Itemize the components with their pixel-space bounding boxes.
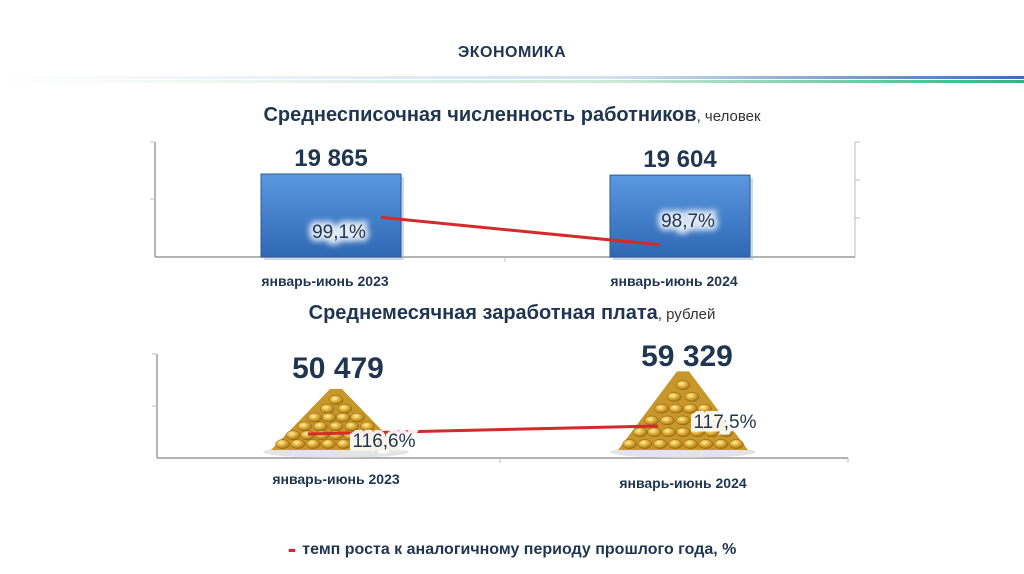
chart2-title: Среднемесячная заработная плата, рублей (0, 302, 1024, 325)
legend: - темп роста к аналогичному периоду прошл… (0, 533, 1024, 564)
chart1-unit: , человек (696, 108, 761, 125)
pile-value-label: 59 329 (641, 340, 733, 373)
chart2-growth-line (307, 424, 659, 436)
coin-pyramid-icon (263, 389, 409, 458)
salary-chart: 50 479 январь-июнь 2023 59 329 январь-июнь … (152, 340, 849, 491)
legend-text: темп роста к аналогичному периоду прошло… (302, 541, 737, 558)
x-tick-label: январь-июнь 2023 (261, 273, 389, 289)
coin-pyramid-icon (610, 371, 756, 458)
legend-line-marker: - (287, 533, 297, 563)
bar-value-label: 19 865 (294, 145, 367, 172)
chart2-unit: , рублей (657, 306, 716, 323)
growth-label: 117,5% (693, 412, 756, 433)
employees-chart: 19 865 январь-июнь 2023 19 604 январь-июнь … (150, 141, 860, 289)
bar (260, 173, 402, 258)
growth-label: 116,6% (352, 431, 415, 452)
growth-label: 98,7% (661, 211, 715, 232)
bar-value-label: 19 604 (643, 146, 717, 173)
pile-value-label: 50 479 (292, 352, 384, 385)
chart1-title-text: Среднесписочная численность работников (263, 104, 697, 126)
growth-label: 99,1% (312, 222, 366, 243)
chart2-title-text: Среднемесячная заработная плата (308, 302, 658, 324)
chart1-growth-line (380, 215, 661, 247)
growth-label-halo: 116,6% (352, 431, 415, 452)
x-tick-label: январь-июнь 2024 (610, 273, 738, 289)
chart1-title: Среднесписочная численность работников, … (0, 104, 1024, 127)
growth-label-halo: 117,5% (693, 412, 756, 433)
growth-label-glow: 99,1% (312, 222, 366, 243)
growth-label-glow: 98,7% (661, 211, 715, 232)
x-tick-label: январь-июнь 2024 (619, 475, 747, 491)
page-title: ЭКОНОМИКА (457, 44, 567, 61)
header-divider (0, 76, 1024, 83)
x-tick-label: январь-июнь 2023 (272, 471, 400, 487)
